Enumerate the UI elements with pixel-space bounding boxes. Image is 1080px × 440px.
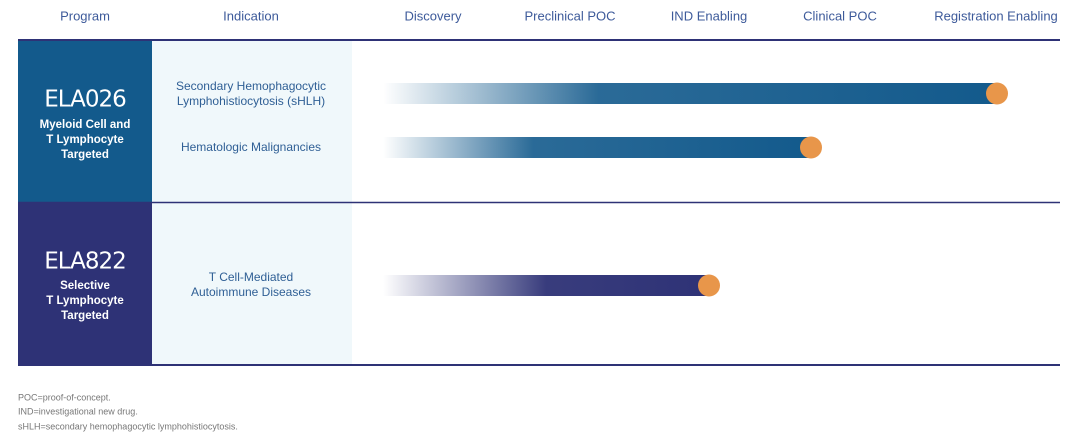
- program-description: T Lymphocyte: [46, 134, 124, 146]
- program-name: ELA822: [44, 249, 126, 275]
- column-header: Clinical POC: [803, 8, 877, 23]
- progress-bar: [383, 137, 811, 158]
- program-description: Selective: [60, 280, 110, 292]
- column-header: Registration Enabling: [934, 8, 1058, 23]
- column-header: Program: [60, 8, 110, 23]
- indication: Secondary Hemophagocytic: [176, 79, 326, 93]
- indication-cell: [152, 203, 352, 365]
- column-header: IND Enabling: [671, 8, 748, 23]
- progress-dot: [800, 136, 822, 159]
- column-header: Discovery: [404, 8, 462, 23]
- program-cell: [18, 203, 152, 365]
- progress-bar: [383, 83, 997, 104]
- indication-cell: [152, 40, 352, 202]
- program-name: ELA026: [44, 87, 126, 113]
- footnote: IND=investigational new drug.: [18, 406, 138, 416]
- progress-bar: [383, 275, 709, 296]
- indication: Hematologic Malignancies: [181, 140, 321, 154]
- program-description: T Lymphocyte: [46, 295, 124, 307]
- column-header: Preclinical POC: [524, 8, 615, 23]
- program-cell: [18, 40, 152, 202]
- indication: T Cell-Mediated: [209, 270, 293, 284]
- header: Program Indication Discovery Preclinical…: [60, 8, 1058, 23]
- progress-dot: [986, 82, 1008, 105]
- program-description: Myeloid Cell and: [40, 119, 131, 131]
- footnote: sHLH=secondary hemophagocytic lymphohist…: [18, 421, 238, 431]
- column-header: Indication: [223, 8, 279, 23]
- progress-dot: [698, 274, 720, 297]
- indication: Lymphohistiocytosis (sHLH): [177, 94, 325, 108]
- program-description: Targeted: [61, 310, 109, 322]
- program-description: Targeted: [61, 149, 109, 161]
- indication: Autoimmune Diseases: [191, 285, 311, 299]
- footnote: POC=proof-of-concept.: [18, 392, 111, 402]
